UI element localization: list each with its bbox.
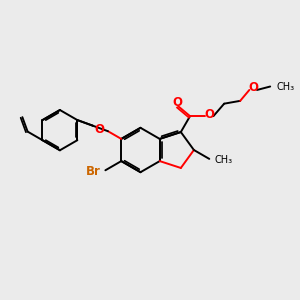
Text: CH₃: CH₃ <box>277 82 295 92</box>
Text: O: O <box>94 123 104 136</box>
Text: O: O <box>172 96 183 109</box>
Text: O: O <box>204 108 214 121</box>
Text: Br: Br <box>86 165 101 178</box>
Text: O: O <box>248 80 258 94</box>
Text: CH₃: CH₃ <box>214 155 233 165</box>
